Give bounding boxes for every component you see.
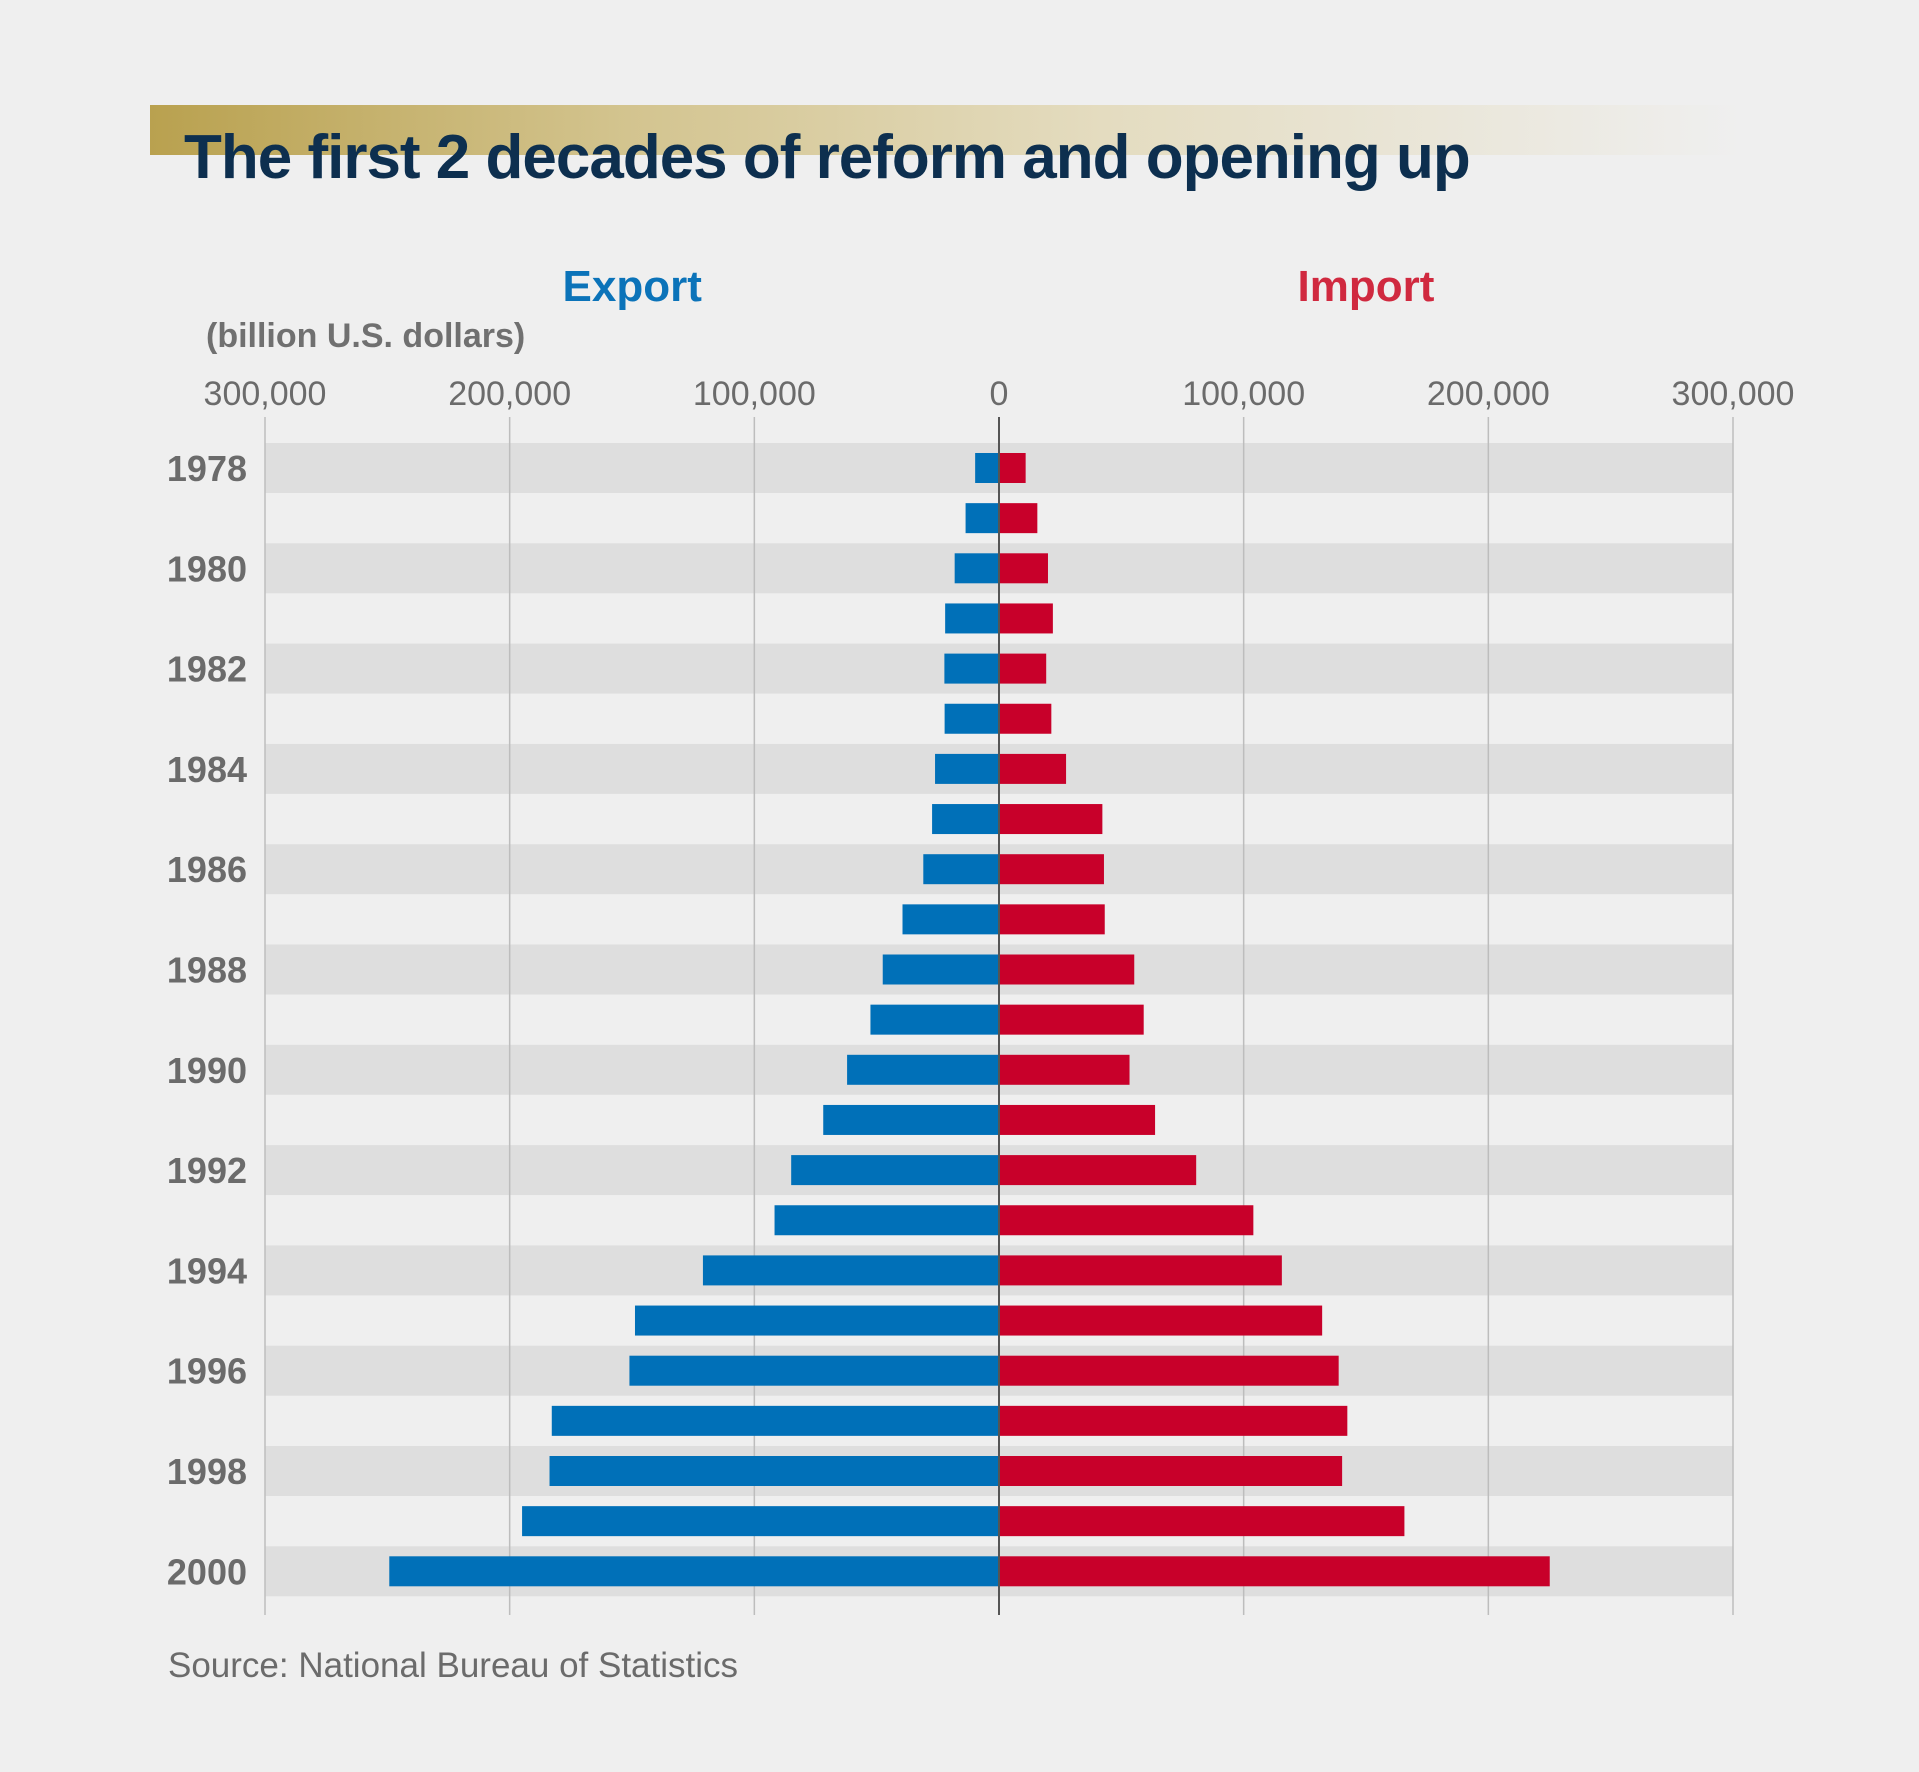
import-bar xyxy=(999,1456,1343,1486)
export-bar xyxy=(791,1155,999,1186)
year-label: 1998 xyxy=(167,1451,247,1492)
import-bar xyxy=(999,553,1048,584)
export-bar xyxy=(932,804,999,835)
x-tick-label: 0 xyxy=(990,375,1009,413)
chart-title: The first 2 decades of reform and openin… xyxy=(184,123,1471,192)
export-bar xyxy=(551,1405,999,1436)
x-tick-label: 200,000 xyxy=(448,375,571,413)
import-bar xyxy=(999,854,1104,885)
export-bar xyxy=(902,904,999,935)
x-tick-label: 300,000 xyxy=(204,375,327,413)
year-label: 2000 xyxy=(167,1551,247,1592)
year-label: 1978 xyxy=(167,448,247,489)
year-label: 1996 xyxy=(167,1351,247,1392)
x-tick-label: 100,000 xyxy=(1182,375,1305,413)
x-tick-label: 200,000 xyxy=(1427,375,1550,413)
import-bar xyxy=(999,804,1103,835)
export-series-label: Export xyxy=(562,262,702,311)
import-bar xyxy=(999,1004,1144,1035)
export-bar xyxy=(945,603,999,634)
export-bar xyxy=(629,1355,999,1386)
import-bar xyxy=(999,1556,1550,1587)
export-bar xyxy=(774,1205,999,1236)
export-bar xyxy=(549,1456,999,1486)
export-bar xyxy=(944,703,999,734)
x-tick-labels: 300,000 200,000 100,000 0 100,000 200,000 300,… xyxy=(204,375,1795,413)
export-bar xyxy=(882,954,999,985)
bars xyxy=(389,453,1550,1587)
import-bar xyxy=(999,703,1052,734)
year-label: 1986 xyxy=(167,849,247,890)
import-bar xyxy=(999,904,1105,935)
import-bar xyxy=(999,653,1047,684)
import-bar xyxy=(999,1355,1339,1386)
year-label: 1980 xyxy=(167,548,247,589)
export-bar xyxy=(975,453,999,483)
year-label: 1990 xyxy=(167,1050,247,1091)
export-bar xyxy=(944,653,999,684)
import-bar xyxy=(999,1305,1323,1336)
import-bar xyxy=(999,1405,1348,1436)
year-label: 1988 xyxy=(167,950,247,991)
import-bar xyxy=(999,1255,1282,1286)
year-label: 1992 xyxy=(167,1150,247,1191)
import-bar xyxy=(999,453,1026,483)
import-bar xyxy=(999,603,1053,634)
export-bar xyxy=(847,1054,999,1085)
export-bar xyxy=(702,1255,999,1286)
import-bar xyxy=(999,1104,1156,1135)
import-bar xyxy=(999,1506,1405,1537)
year-label: 1982 xyxy=(167,649,247,690)
import-bar xyxy=(999,503,1038,534)
export-bar xyxy=(634,1305,999,1336)
export-bar xyxy=(389,1556,1000,1587)
export-bar xyxy=(923,854,999,885)
source-note: Source: National Bureau of Statistics xyxy=(168,1646,739,1685)
year-label: 1994 xyxy=(167,1250,247,1291)
import-bar xyxy=(999,1155,1197,1186)
export-bar xyxy=(870,1004,999,1035)
export-bar xyxy=(965,503,999,534)
import-bar xyxy=(999,1054,1130,1085)
year-label: 1984 xyxy=(167,749,247,790)
x-tick-label: 100,000 xyxy=(693,375,816,413)
export-bar xyxy=(823,1104,999,1135)
x-tick-label: 300,000 xyxy=(1672,375,1795,413)
export-bar xyxy=(954,553,999,584)
y-category-labels: 1978 1980 1982 1984 1986 1988 1990 1992 1994 1996… xyxy=(167,448,247,1592)
import-bar xyxy=(999,954,1135,985)
export-bar xyxy=(935,753,999,784)
import-series-label: Import xyxy=(1297,262,1435,311)
import-bar xyxy=(999,1205,1254,1236)
title-band xyxy=(150,105,1740,155)
import-bar xyxy=(999,753,1067,784)
export-bar xyxy=(522,1506,999,1537)
unit-label: (billion U.S. dollars) xyxy=(206,317,526,355)
